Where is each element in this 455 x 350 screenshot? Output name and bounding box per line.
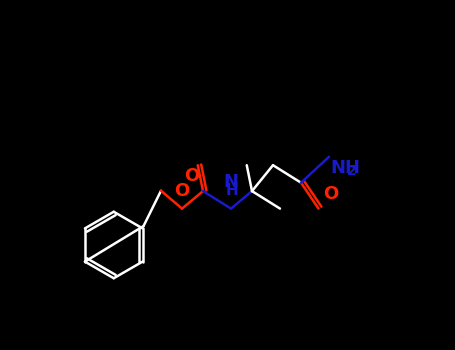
- Text: O: O: [174, 182, 190, 200]
- Text: NH: NH: [331, 159, 361, 176]
- Text: 2: 2: [347, 164, 357, 178]
- Text: O: O: [184, 167, 199, 185]
- Text: O: O: [323, 186, 338, 203]
- Text: N: N: [223, 173, 238, 191]
- Text: H: H: [226, 183, 238, 198]
